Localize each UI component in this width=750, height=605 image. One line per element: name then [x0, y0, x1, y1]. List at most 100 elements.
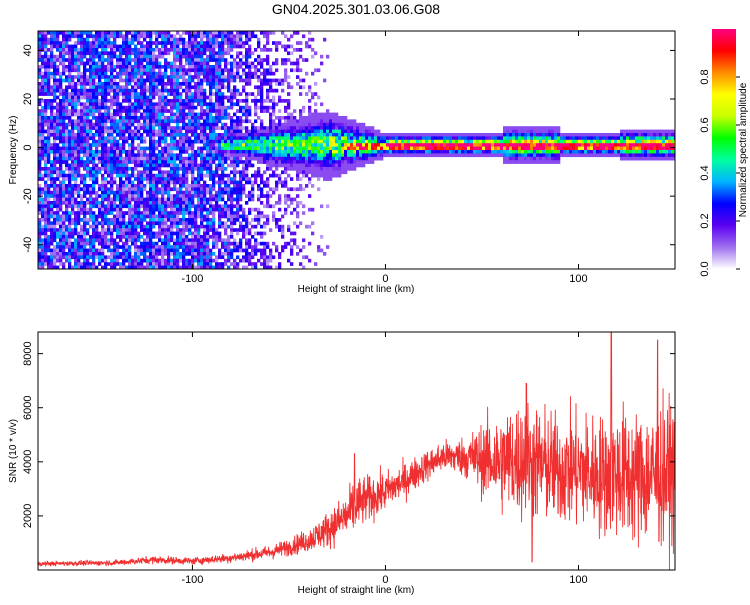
spectrogram-cell: [56, 116, 60, 120]
spectrogram-cell: [284, 126, 288, 130]
spectrogram-cell: [80, 54, 84, 59]
spectrogram-cell: [89, 197, 93, 202]
spectrogram-cell: [221, 177, 225, 181]
spectrogram-cell: [122, 71, 126, 76]
spectrogram-cell: [194, 88, 198, 93]
spectrogram-cell: [59, 150, 63, 154]
spectrogram-cell: [212, 78, 216, 83]
spectrogram-cell: [107, 221, 111, 226]
spectrogram-cell: [146, 88, 150, 93]
spectrogram-cell: [257, 75, 261, 79]
spectrogram-cell: [266, 37, 270, 42]
spectrogram-cell: [143, 207, 147, 212]
spectrogram-cell: [125, 61, 129, 66]
spectrogram-cell: [134, 184, 138, 188]
spectrogram-cell: [41, 44, 45, 49]
spectrogram-cell: [98, 207, 102, 212]
spectrogram-cell: [155, 75, 159, 79]
spectrogram-cell: [206, 262, 210, 266]
spectrogram-cell: [212, 265, 216, 269]
spectrogram-cell: [89, 262, 93, 266]
spectrogram-cell: [77, 160, 81, 164]
spectrogram-cell: [185, 112, 189, 117]
spectrogram-cell: [140, 194, 144, 198]
spectrogram-cell: [86, 184, 90, 188]
spectrogram-cell: [86, 221, 90, 226]
spectrogram-cell: [194, 99, 198, 103]
spectrogram-cell: [251, 224, 255, 229]
spectrogram-cell: [275, 41, 279, 45]
spectrogram-cell: [53, 204, 57, 209]
spectrogram-cell: [239, 51, 243, 56]
spectrogram-cell: [209, 78, 213, 83]
spectrogram-cell: [194, 177, 198, 181]
spectrogram-cell: [92, 102, 96, 107]
spectrogram-cell: [86, 126, 90, 130]
spectrogram-cell: [179, 180, 183, 185]
spectrogram-cell: [38, 190, 42, 195]
spectrogram-cell: [65, 163, 69, 168]
spectrogram-cell: [302, 105, 306, 110]
spectrogram-cell: [242, 218, 246, 222]
spectrogram-cell: [212, 204, 216, 209]
spectrogram-cell: [74, 34, 78, 39]
spectrogram-cell: [203, 190, 207, 195]
spectrogram-cell: [161, 78, 165, 83]
spectrogram-cell: [116, 58, 120, 62]
spectrogram-cell: [74, 143, 78, 147]
spectrogram-cell: [44, 82, 48, 86]
spectrogram-cell: [68, 163, 72, 168]
spectrogram-cell: [104, 184, 108, 188]
spectrogram-cell: [134, 235, 138, 239]
spectrogram-cell: [131, 235, 135, 239]
spectrogram-cell: [146, 160, 150, 164]
spectrogram-cell: [101, 150, 105, 154]
spectrogram-cell: [167, 265, 171, 269]
spectrogram-cell: [38, 150, 42, 154]
spectrogram-cell: [53, 221, 57, 226]
spectrogram-cell: [242, 136, 246, 141]
spectrogram-cell: [248, 194, 252, 198]
spectrogram-cell: [146, 44, 150, 49]
spectrogram-cell: [245, 34, 249, 39]
spectrogram-cell: [71, 173, 75, 178]
spectrogram-cell: [161, 75, 165, 79]
spectrogram-cell: [275, 265, 279, 269]
spectrogram-cell: [251, 207, 255, 212]
spectrogram-cell: [89, 153, 93, 158]
spectrogram-cell: [104, 143, 108, 147]
spectrogram-cell: [47, 143, 51, 147]
spectrogram-cell: [302, 156, 306, 161]
spectrogram-cell: [44, 255, 48, 260]
spectrogram-cell: [293, 129, 297, 134]
spectrogram-cell: [272, 61, 276, 66]
spectrogram-cell: [287, 163, 291, 168]
spectrogram-cell: [203, 109, 207, 113]
spectrogram-cell: [38, 241, 42, 246]
spectrogram-cell: [59, 102, 63, 107]
spectrogram-cell: [197, 34, 201, 39]
spectrogram-cell: [38, 177, 42, 181]
spectrogram-cell: [41, 218, 45, 222]
spectrogram-cell: [269, 88, 273, 93]
spectrogram-cell: [92, 204, 96, 209]
spectrogram-cell: [179, 51, 183, 56]
spectrogram-cell: [122, 235, 126, 239]
spectrogram-cell: [239, 228, 243, 232]
spectrogram-cell: [131, 37, 135, 42]
spectrogram-cell: [221, 197, 225, 202]
spectrogram-cell: [149, 187, 153, 192]
spectrogram-cell: [185, 252, 189, 256]
spectrogram-cell: [173, 78, 177, 83]
spectrogram-cell: [161, 252, 165, 256]
spectrogram-cell: [68, 112, 72, 117]
spectrogram-cell: [293, 163, 297, 168]
spectrogram-cell: [125, 122, 129, 127]
spectrogram-cell: [119, 255, 123, 260]
spectrogram-cell: [203, 48, 207, 52]
spectrogram-cell: [278, 160, 282, 164]
spectrogram-cell: [134, 214, 138, 219]
spectrogram-cell: [122, 143, 126, 147]
spectrogram-cell: [260, 119, 264, 124]
spectrogram-cell: [251, 255, 255, 260]
